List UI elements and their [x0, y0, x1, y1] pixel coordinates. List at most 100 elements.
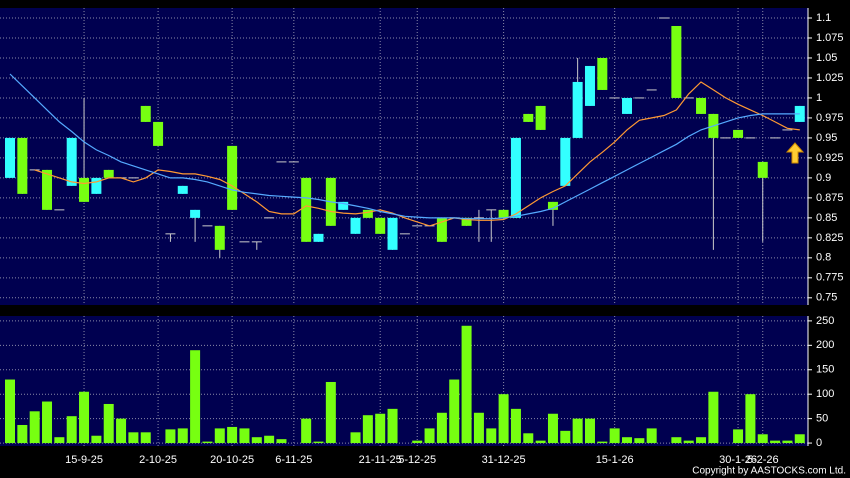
volume-bar	[523, 433, 534, 444]
y-tick-label: 0.85	[816, 212, 837, 224]
candle-body	[190, 209, 201, 218]
volume-bar	[412, 440, 423, 444]
volume-bar	[733, 429, 744, 444]
y-tick-label: 0.925	[816, 152, 844, 164]
volume-bar	[794, 434, 805, 444]
volume-bar	[375, 413, 386, 444]
volume-bar	[128, 432, 139, 444]
volume-bar	[757, 434, 768, 444]
volume-bar	[424, 428, 435, 444]
x-tick-label: 31-12-25	[482, 454, 526, 466]
volume-bar	[350, 432, 361, 444]
volume-bar	[42, 401, 53, 444]
x-tick-label: 6-11-25	[275, 454, 312, 466]
y-tick-label: 0.9	[816, 172, 831, 184]
y-tick-label: 0.875	[816, 192, 844, 204]
candle-body	[5, 137, 15, 178]
volume-tick-label: 200	[816, 339, 834, 351]
y-tick-label: 1	[816, 92, 822, 104]
moving-average-line	[9, 73, 800, 220]
y-tick-label: 0.8	[816, 252, 831, 264]
candle-body	[535, 105, 546, 130]
x-tick-label: 15-1-26	[596, 454, 634, 466]
candle-body	[597, 57, 608, 90]
volume-bar	[276, 439, 287, 444]
volume-tick-label: 50	[816, 413, 828, 425]
candle-body	[572, 81, 583, 138]
volume-bar	[696, 437, 707, 444]
arrow-icon	[785, 142, 805, 164]
candle-body	[622, 97, 632, 114]
volume-tick-label: 150	[816, 364, 834, 376]
candle-body	[103, 169, 114, 178]
volume-bar	[560, 430, 571, 444]
y-tick-label: 1.025	[816, 72, 844, 84]
y-tick-label: 0.975	[816, 112, 844, 124]
candle-body	[584, 65, 595, 106]
volume-bar	[634, 438, 645, 444]
candle-body	[79, 177, 90, 202]
volume-bar	[66, 416, 77, 444]
candle-body	[227, 145, 238, 210]
candle-body	[757, 161, 768, 178]
candle-body	[17, 137, 28, 194]
layer: 0.75 0.775 0.8 0.825 0.85 0.875 0.9 0.925 0.95 0.…	[0, 8, 844, 466]
y-tick-label: 0.825	[816, 232, 844, 244]
candle-body	[42, 169, 53, 210]
volume-bar	[646, 428, 657, 444]
y-tick-label: 1.075	[816, 32, 844, 44]
candle-body	[510, 137, 521, 218]
volume-bar	[264, 435, 275, 444]
candle-body	[547, 201, 558, 210]
volume-bar	[54, 437, 65, 444]
volume-bar	[770, 440, 781, 444]
volume-bar	[449, 379, 460, 444]
volume-bar	[140, 432, 151, 444]
candle-body	[461, 217, 472, 226]
volume-bar	[609, 428, 620, 444]
volume-bar	[671, 437, 682, 444]
candle-body	[91, 177, 102, 194]
candle-body	[498, 209, 509, 218]
volume-bar	[251, 437, 262, 444]
candle-body	[375, 217, 386, 234]
volume-bar	[782, 440, 793, 444]
volume-bar	[498, 394, 509, 444]
volume-bar	[17, 424, 28, 444]
volume-bar	[461, 325, 472, 444]
y-tick-label: 0.95	[816, 132, 837, 144]
volume-bar	[362, 415, 373, 444]
y-tick-label: 1.1	[816, 12, 831, 24]
volume-bar	[486, 428, 497, 444]
y-tick-label: 0.775	[816, 272, 844, 284]
price-panel	[0, 8, 808, 305]
moving-average-line	[34, 81, 800, 227]
volume-bar	[436, 412, 447, 444]
volume-bar	[708, 391, 719, 444]
candle-body	[153, 121, 164, 146]
volume-bar	[177, 428, 188, 444]
volume-tick-label: 0	[816, 437, 822, 449]
y-tick-label: 0.75	[816, 292, 837, 304]
volume-bar	[79, 391, 90, 444]
volume-bar	[473, 412, 484, 444]
candle-body	[362, 209, 373, 218]
candle-body	[140, 105, 151, 122]
volume-tick-label: 100	[816, 388, 834, 400]
volume-bar	[584, 418, 595, 444]
volume-bar	[510, 408, 521, 444]
volume-bar	[387, 408, 398, 444]
volume-bar	[572, 418, 583, 444]
volume-bar	[202, 441, 213, 444]
volume-bar	[116, 418, 127, 444]
volume-bar	[165, 429, 176, 444]
volume-bar	[535, 440, 546, 444]
volume-bar	[214, 428, 225, 444]
x-tick-label: 20-10-25	[210, 454, 254, 466]
x-tick-label: 5-2-26	[747, 454, 779, 466]
candle-body	[350, 217, 361, 234]
copyright: Copyright by AASTOCKS.com Ltd.	[692, 466, 846, 477]
volume-bar	[190, 350, 201, 444]
volume-bar	[5, 379, 15, 444]
